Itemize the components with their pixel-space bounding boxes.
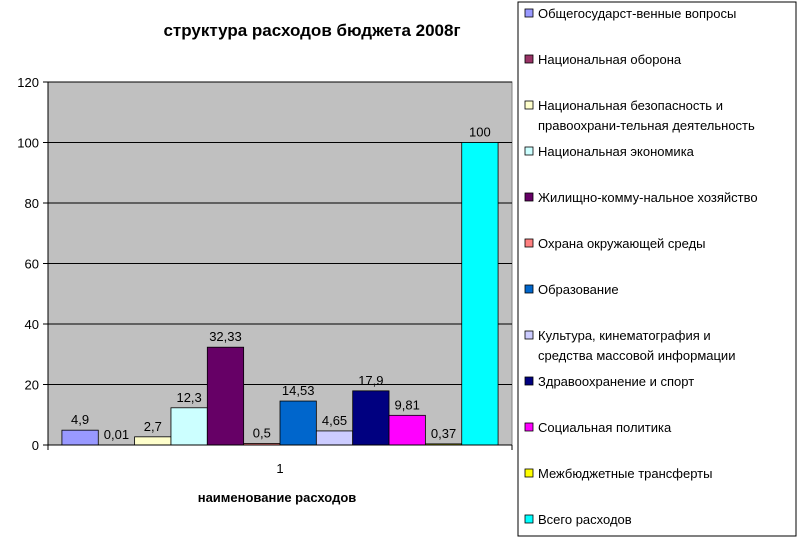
legend-swatch	[524, 100, 534, 110]
bar	[170, 407, 208, 446]
legend-label: Жилищно-комму-нальное хозяйство	[538, 190, 758, 205]
bar	[279, 400, 317, 446]
data-label: 4,9	[71, 412, 89, 427]
y-tick-label: 120	[17, 75, 39, 90]
legend-frame	[517, 1, 797, 537]
data-label: 9,81	[395, 397, 420, 412]
data-label: 2,7	[144, 419, 162, 434]
legend-label: Охрана окружающей среды	[538, 236, 706, 251]
legend-swatch	[524, 8, 534, 18]
y-tick-label: 80	[25, 196, 39, 211]
data-label: 12,3	[176, 390, 201, 405]
legend-item: Образование	[524, 282, 619, 297]
legend-item: Охрана окружающей среды	[524, 236, 706, 251]
data-label: 17,9	[358, 373, 383, 388]
data-label: 0,37	[431, 426, 456, 441]
legend-label: Социальная политика	[538, 420, 672, 435]
legend-label: Межбюджетные трансферты	[538, 466, 712, 481]
legend: Общегосударст-венные вопросы Национальная…	[517, 1, 797, 537]
data-label: 100	[469, 125, 491, 140]
chart-title: структура расходов бюджета 2008г	[163, 21, 460, 40]
legend-swatch	[524, 192, 534, 202]
data-labels-group: 4,9 0,01 2,7 12,3 32,33 0,5 14,53 4,65 17,9 9,81 0…	[71, 125, 491, 442]
y-tick-label: 0	[32, 438, 39, 453]
legend-item: Общегосударст-венные вопросы	[524, 6, 736, 21]
bar	[388, 414, 426, 446]
data-label: 14,53	[282, 383, 315, 398]
legend-label: Здравоохранение и спорт	[538, 374, 694, 389]
bar	[61, 429, 99, 446]
legend-label: Национальная экономика	[538, 144, 695, 159]
legend-item: Жилищно-комму-нальное хозяйство	[524, 190, 758, 205]
data-label: 32,33	[209, 329, 242, 344]
bar	[352, 390, 390, 446]
y-tick-label: 40	[25, 317, 39, 332]
legend-item: Здравоохранение и спорт	[524, 374, 694, 389]
legend-item: Национальная экономика	[524, 144, 695, 159]
legend-swatch	[524, 514, 534, 524]
legend-label: Национальная оборона	[538, 52, 682, 67]
legend-label: Образование	[538, 282, 619, 297]
legend-label: Всего расходов	[538, 512, 632, 527]
data-label: 0,01	[104, 427, 129, 442]
y-tick-label: 20	[25, 378, 39, 393]
legend-item: Культура, кинематография и средства массо…	[524, 328, 735, 363]
legend-swatch	[524, 54, 534, 64]
bars-group	[61, 142, 499, 446]
x-axis-title: наименование расходов	[198, 490, 357, 505]
legend-label: Культура, кинематография и средства массо…	[538, 328, 735, 363]
plot-area	[47, 81, 513, 446]
legend-label: Общегосударст-венные вопросы	[538, 6, 736, 21]
legend-swatch	[524, 146, 534, 156]
y-tick-label: 60	[25, 257, 39, 272]
x-tick-label: 1	[276, 461, 283, 476]
legend-item: Национальная безопасность и правоохрани-т…	[524, 98, 755, 133]
legend-swatch	[524, 238, 534, 248]
data-label: 4,65	[322, 413, 347, 428]
legend-item: Национальная оборона	[524, 52, 682, 67]
data-label: 0,5	[253, 425, 271, 440]
legend-item: Межбюджетные трансферты	[524, 466, 712, 481]
legend-swatch	[524, 376, 534, 386]
bar	[134, 436, 172, 446]
bar	[315, 430, 354, 446]
legend-swatch	[524, 330, 534, 340]
legend-item: Всего расходов	[524, 512, 632, 527]
axes-group: 0 20 40 60 80 100 120 1	[17, 75, 513, 476]
legend-item: Социальная политика	[524, 420, 672, 435]
bar	[206, 346, 245, 446]
bar	[461, 142, 499, 446]
legend-swatch	[524, 284, 534, 294]
y-tick-label: 100	[17, 136, 39, 151]
legend-label: Национальная безопасность и правоохрани-т…	[538, 98, 755, 133]
legend-swatch	[524, 468, 534, 478]
legend-swatch	[524, 422, 534, 432]
